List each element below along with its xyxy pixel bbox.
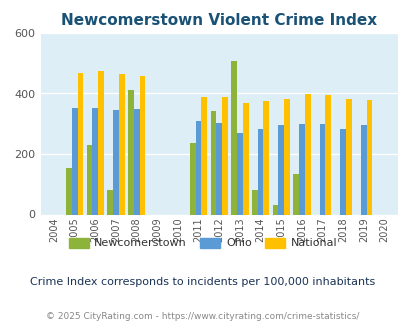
Bar xyxy=(242,103,248,214)
Bar xyxy=(345,99,351,214)
Bar xyxy=(263,101,269,214)
Bar xyxy=(128,90,133,214)
Bar xyxy=(190,143,195,214)
Title: Newcomerstown Violent Crime Index: Newcomerstown Violent Crime Index xyxy=(61,13,376,28)
Bar xyxy=(107,190,113,214)
Bar xyxy=(360,125,366,214)
Bar xyxy=(86,145,92,214)
Bar xyxy=(222,97,227,214)
Bar xyxy=(139,76,145,215)
Bar xyxy=(113,110,119,214)
Bar xyxy=(257,129,263,214)
Bar xyxy=(272,205,277,215)
Bar xyxy=(251,190,257,214)
Bar xyxy=(210,111,216,214)
Bar xyxy=(216,123,222,214)
Bar xyxy=(98,71,104,215)
Bar xyxy=(201,97,207,214)
Bar xyxy=(366,100,371,214)
Bar xyxy=(195,121,201,214)
Legend: Newcomerstown, Ohio, National: Newcomerstown, Ohio, National xyxy=(64,233,341,253)
Bar xyxy=(237,133,242,214)
Bar xyxy=(339,129,345,214)
Bar xyxy=(77,73,83,214)
Bar xyxy=(119,74,124,215)
Bar xyxy=(304,94,310,214)
Bar xyxy=(133,109,139,214)
Bar xyxy=(324,95,330,214)
Text: © 2025 CityRating.com - https://www.cityrating.com/crime-statistics/: © 2025 CityRating.com - https://www.city… xyxy=(46,312,359,321)
Bar xyxy=(72,108,77,214)
Bar xyxy=(231,61,237,214)
Bar xyxy=(292,174,298,214)
Bar xyxy=(284,99,289,214)
Bar xyxy=(298,124,304,214)
Bar xyxy=(92,108,98,214)
Bar xyxy=(319,124,324,214)
Bar xyxy=(277,125,284,214)
Text: Crime Index corresponds to incidents per 100,000 inhabitants: Crime Index corresponds to incidents per… xyxy=(30,277,375,287)
Bar xyxy=(66,168,72,215)
